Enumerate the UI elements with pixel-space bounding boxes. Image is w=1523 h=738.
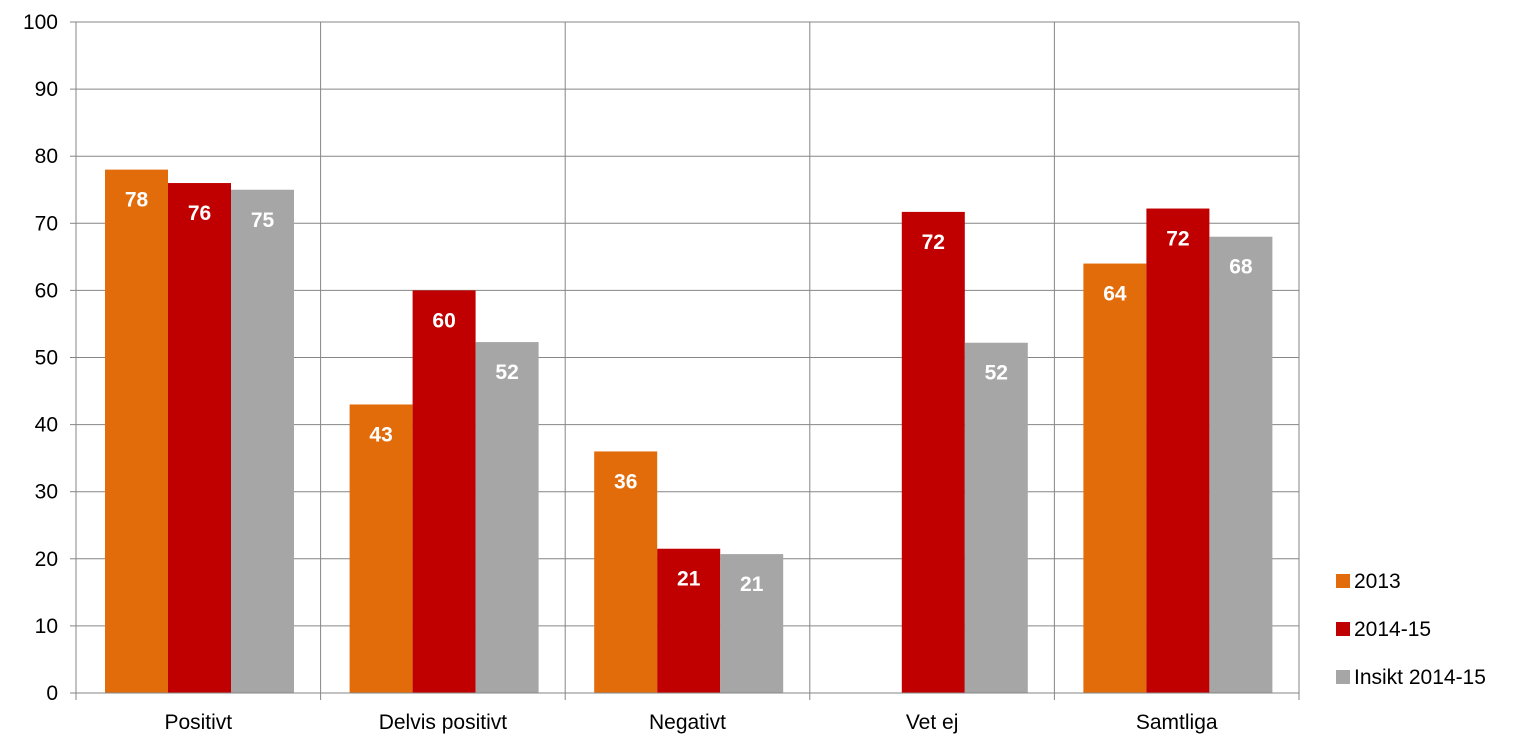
bar-2013-0: [105, 169, 168, 693]
y-tick-label: 30: [35, 481, 58, 504]
legend-swatch: [1336, 622, 1350, 636]
data-label: 21: [740, 573, 764, 596]
y-axis-ticks: 0 10 20 30 40 50 60 70 80 90 100: [23, 11, 58, 705]
data-label: 64: [1103, 283, 1127, 306]
legend-label: 2013: [1354, 570, 1401, 593]
data-label: 78: [125, 189, 149, 212]
y-tick-label: 60: [35, 279, 58, 302]
legend: 2013 2014-15 Insikt 2014-15: [1336, 570, 1486, 689]
bar-2014-15-1: [412, 290, 476, 693]
x-tick-label: Delvis positivt: [379, 711, 508, 734]
data-label: 75: [251, 209, 275, 232]
bar-2013-1: [349, 404, 413, 693]
data-label: 72: [922, 231, 945, 254]
bars: [105, 169, 1273, 694]
bar-insikt-2014-15-0: [231, 189, 294, 693]
data-label: 52: [985, 362, 1008, 385]
data-label: 60: [432, 309, 455, 332]
data-label: 21: [677, 568, 701, 591]
x-tick-label: Samtliga: [1136, 711, 1218, 734]
y-tick-label: 10: [35, 615, 58, 638]
y-tick-label: 70: [35, 212, 58, 235]
y-tick-label: 90: [35, 78, 58, 101]
y-tick-label: 20: [35, 548, 58, 571]
bar-2014-15-4: [1146, 208, 1210, 693]
data-label: 76: [188, 202, 211, 225]
bar-2014-15-2: [657, 548, 721, 693]
y-tick-label: 100: [23, 11, 58, 34]
legend-label: 2014-15: [1354, 618, 1431, 641]
data-label: 68: [1229, 256, 1253, 279]
y-tick-label: 80: [35, 145, 58, 168]
x-tick-label: Positivt: [164, 711, 232, 734]
bar-insikt-2014-15-1: [475, 342, 539, 693]
x-tick-label: Negativt: [649, 711, 726, 734]
legend-label: Insikt 2014-15: [1354, 666, 1486, 689]
y-tick-label: 40: [35, 414, 58, 437]
bar-2013-2: [594, 451, 658, 693]
data-label: 52: [495, 361, 518, 384]
axes: [70, 21, 1300, 700]
data-label: 43: [369, 423, 392, 446]
bar-insikt-2014-15-4: [1209, 236, 1273, 693]
data-label: 36: [614, 470, 637, 493]
legend-swatch: [1336, 574, 1350, 588]
legend-swatch: [1336, 670, 1350, 684]
x-tick-label: Vet ej: [906, 711, 959, 734]
x-axis-ticks: Positivt Delvis positivt Negativt Vet ej Sam…: [164, 711, 1217, 734]
y-tick-label: 0: [46, 682, 58, 705]
bar-insikt-2014-15-2: [720, 554, 784, 693]
bar-insikt-2014-15-3: [964, 342, 1028, 693]
data-labels: 78 43 36 64 76 60 21 72 72 75 52 21 52 68: [125, 189, 1253, 596]
data-label: 72: [1166, 228, 1189, 251]
y-tick-label: 50: [35, 347, 58, 370]
bar-2014-15-3: [901, 211, 965, 693]
bar-2014-15-0: [168, 183, 231, 694]
bar-2013-4: [1083, 263, 1147, 693]
